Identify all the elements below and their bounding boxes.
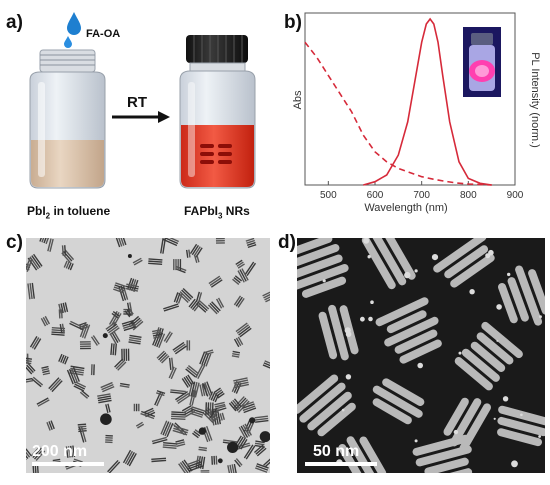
- reagent-label: FA-OA: [86, 28, 120, 40]
- plot-frame: [304, 12, 516, 186]
- x-tick-label: 700: [413, 190, 430, 201]
- arrow-label: RT: [127, 94, 147, 111]
- panel-b-label: b): [284, 12, 302, 33]
- spectrum-chart: 500 600 700 800 900 Wavelength (nm) Abs PL I…: [292, 12, 541, 214]
- x-tick-label: 900: [507, 190, 524, 201]
- fapbi3-solution: [181, 125, 254, 187]
- nanorod-icons: [200, 144, 232, 164]
- scale-bar-d: [305, 462, 377, 466]
- scale-bar-label-c: 200 nm: [32, 443, 88, 460]
- vial-cap: [186, 35, 248, 63]
- pbi2-solution: [31, 140, 104, 187]
- pl-series-line: [363, 17, 492, 186]
- absorption-series-line: [304, 41, 492, 186]
- tem-image: 200 nm: [26, 238, 270, 473]
- droplet-icon: [64, 36, 72, 48]
- x-tick-label: 600: [367, 190, 384, 201]
- y-axis-label-left: Abs: [292, 90, 304, 109]
- scale-bar-label-d: 50 nm: [313, 443, 360, 460]
- stem-image: 50 nm: [297, 238, 545, 473]
- right-vial-caption: FAPbI3 NRs: [184, 204, 250, 221]
- x-tick-label: 500: [320, 190, 337, 201]
- x-axis-label: Wavelength (nm): [364, 202, 447, 214]
- panel-a-label: a): [6, 12, 23, 33]
- x-tick-label: 800: [460, 190, 477, 201]
- droplet-icon: [67, 12, 81, 35]
- synthesis-schematic: FA-OA RT: [29, 12, 256, 189]
- panel-d-label: d): [278, 232, 296, 253]
- panel-c-label: c): [6, 232, 23, 253]
- inset-vial-photo: [463, 27, 501, 97]
- left-vial-caption: PbI2 in toluene: [27, 204, 111, 221]
- scale-bar-c: [32, 462, 104, 466]
- y-axis-label-right: PL Intensity (norm.): [529, 52, 541, 148]
- vial-neck: [39, 49, 96, 73]
